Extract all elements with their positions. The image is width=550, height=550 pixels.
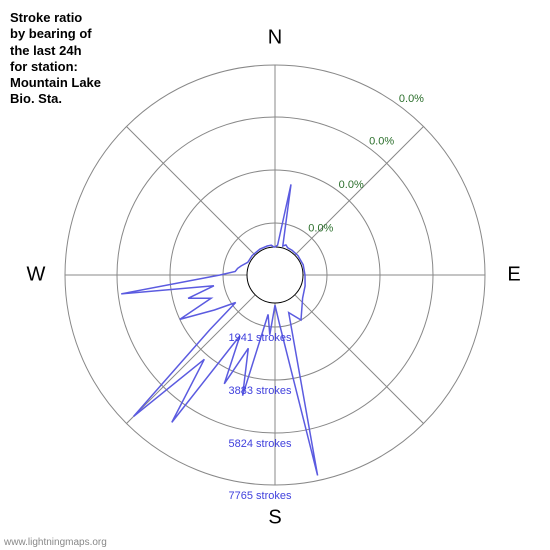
ring-stroke-label: 5824 strokes [229, 438, 292, 450]
spoke [127, 295, 256, 424]
ring-stroke-label: 1941 strokes [229, 332, 292, 344]
ring-pct-label: 0.0% [339, 179, 364, 191]
cardinal-s: S [268, 507, 281, 530]
ring-stroke-label: 7765 strokes [229, 490, 292, 502]
spoke [127, 127, 256, 256]
ring-pct-label: 0.0% [308, 222, 333, 234]
inner-circle [247, 247, 303, 303]
ring-pct-label: 0.0% [399, 93, 424, 105]
spoke [295, 295, 424, 424]
ring-stroke-label: 3883 strokes [229, 385, 292, 397]
polar-chart-container: Stroke ratio by bearing of the last 24h … [0, 0, 550, 550]
cardinal-e: E [507, 264, 520, 287]
credit-text: www.lightningmaps.org [4, 537, 107, 548]
cardinal-n: N [268, 27, 282, 50]
ring-pct-label: 0.0% [369, 136, 394, 148]
polar-chart-svg: 0.0% 0.0% 0.0% 0.0% 1941 strokes 3883 stroke… [0, 0, 550, 550]
cardinal-w: W [27, 264, 46, 287]
